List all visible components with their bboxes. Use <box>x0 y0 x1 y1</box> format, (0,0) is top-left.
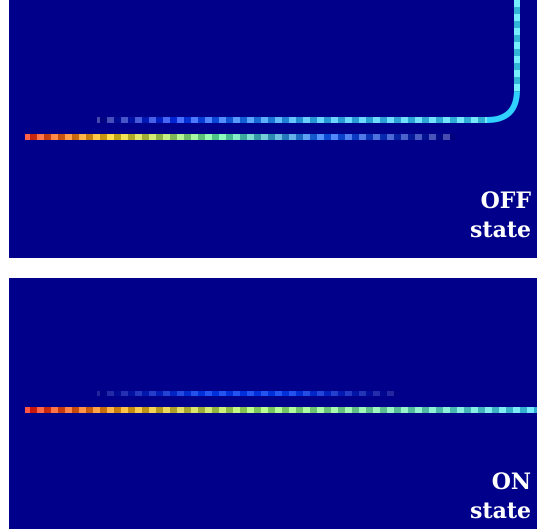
off-state-suffix: state <box>470 217 531 243</box>
off-input-waveguide <box>25 134 455 140</box>
off-bus-waveguide <box>97 0 520 123</box>
on-state-word: ON <box>491 469 531 495</box>
on-input-waveguide <box>25 407 537 413</box>
on-state-panel: ON state <box>9 278 537 529</box>
off-state-word: OFF <box>480 188 531 214</box>
on-state-label: ON state <box>470 468 531 526</box>
off-state-label: OFF state <box>470 187 531 245</box>
on-bus-waveguide <box>97 391 397 396</box>
on-state-field-map <box>25 391 537 413</box>
on-state-suffix: state <box>470 498 531 524</box>
off-state-panel: OFF state <box>9 0 537 258</box>
off-state-field-map <box>25 0 520 140</box>
